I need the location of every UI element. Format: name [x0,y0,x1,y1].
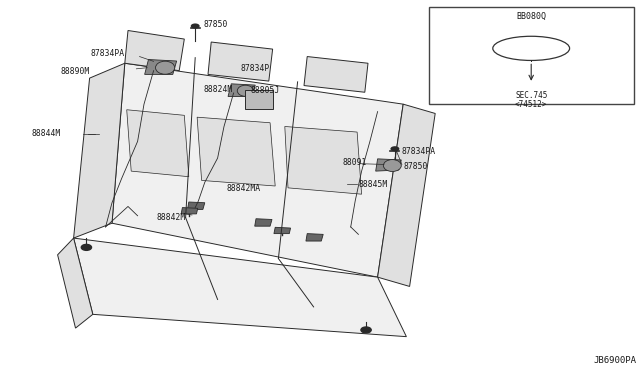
Polygon shape [188,202,205,209]
Polygon shape [197,117,275,186]
Polygon shape [74,63,125,238]
Text: SEC.745: SEC.745 [515,91,547,100]
Circle shape [81,244,92,250]
Ellipse shape [237,85,253,96]
Polygon shape [228,84,255,96]
Polygon shape [181,208,198,214]
Text: 88890M: 88890M [61,67,90,76]
Polygon shape [285,126,362,194]
Polygon shape [58,238,93,328]
Circle shape [191,23,200,29]
Text: 88805J: 88805J [251,86,280,95]
Polygon shape [304,57,368,92]
Polygon shape [274,227,291,234]
Text: 88842M: 88842M [157,213,186,222]
Text: 87850: 87850 [204,20,228,29]
Text: <74512>: <74512> [515,100,547,109]
Text: 88842MA: 88842MA [227,184,260,193]
Text: 87834PA: 87834PA [91,49,125,58]
Text: 88845M: 88845M [358,180,388,189]
Bar [429,7,634,104]
Text: 87850: 87850 [403,162,428,171]
Polygon shape [112,63,403,277]
Polygon shape [376,159,401,171]
Ellipse shape [156,61,175,74]
Text: 88091: 88091 [342,158,367,167]
Polygon shape [378,104,435,286]
Polygon shape [74,238,406,337]
Circle shape [390,146,399,151]
Text: 88824M: 88824M [204,85,233,94]
Polygon shape [145,60,177,74]
Circle shape [361,327,371,333]
Text: 87834P: 87834P [241,64,270,73]
Text: BB080Q: BB080Q [516,12,546,21]
Text: JB6900PA: JB6900PA [594,356,637,365]
Ellipse shape [383,160,401,171]
Polygon shape [208,42,273,81]
Text: 87834PA: 87834PA [402,147,436,156]
Polygon shape [125,31,184,71]
Polygon shape [306,234,323,241]
Polygon shape [255,219,272,226]
Polygon shape [127,110,189,177]
FancyBboxPatch shape [245,90,273,109]
Text: 88844M: 88844M [32,129,61,138]
